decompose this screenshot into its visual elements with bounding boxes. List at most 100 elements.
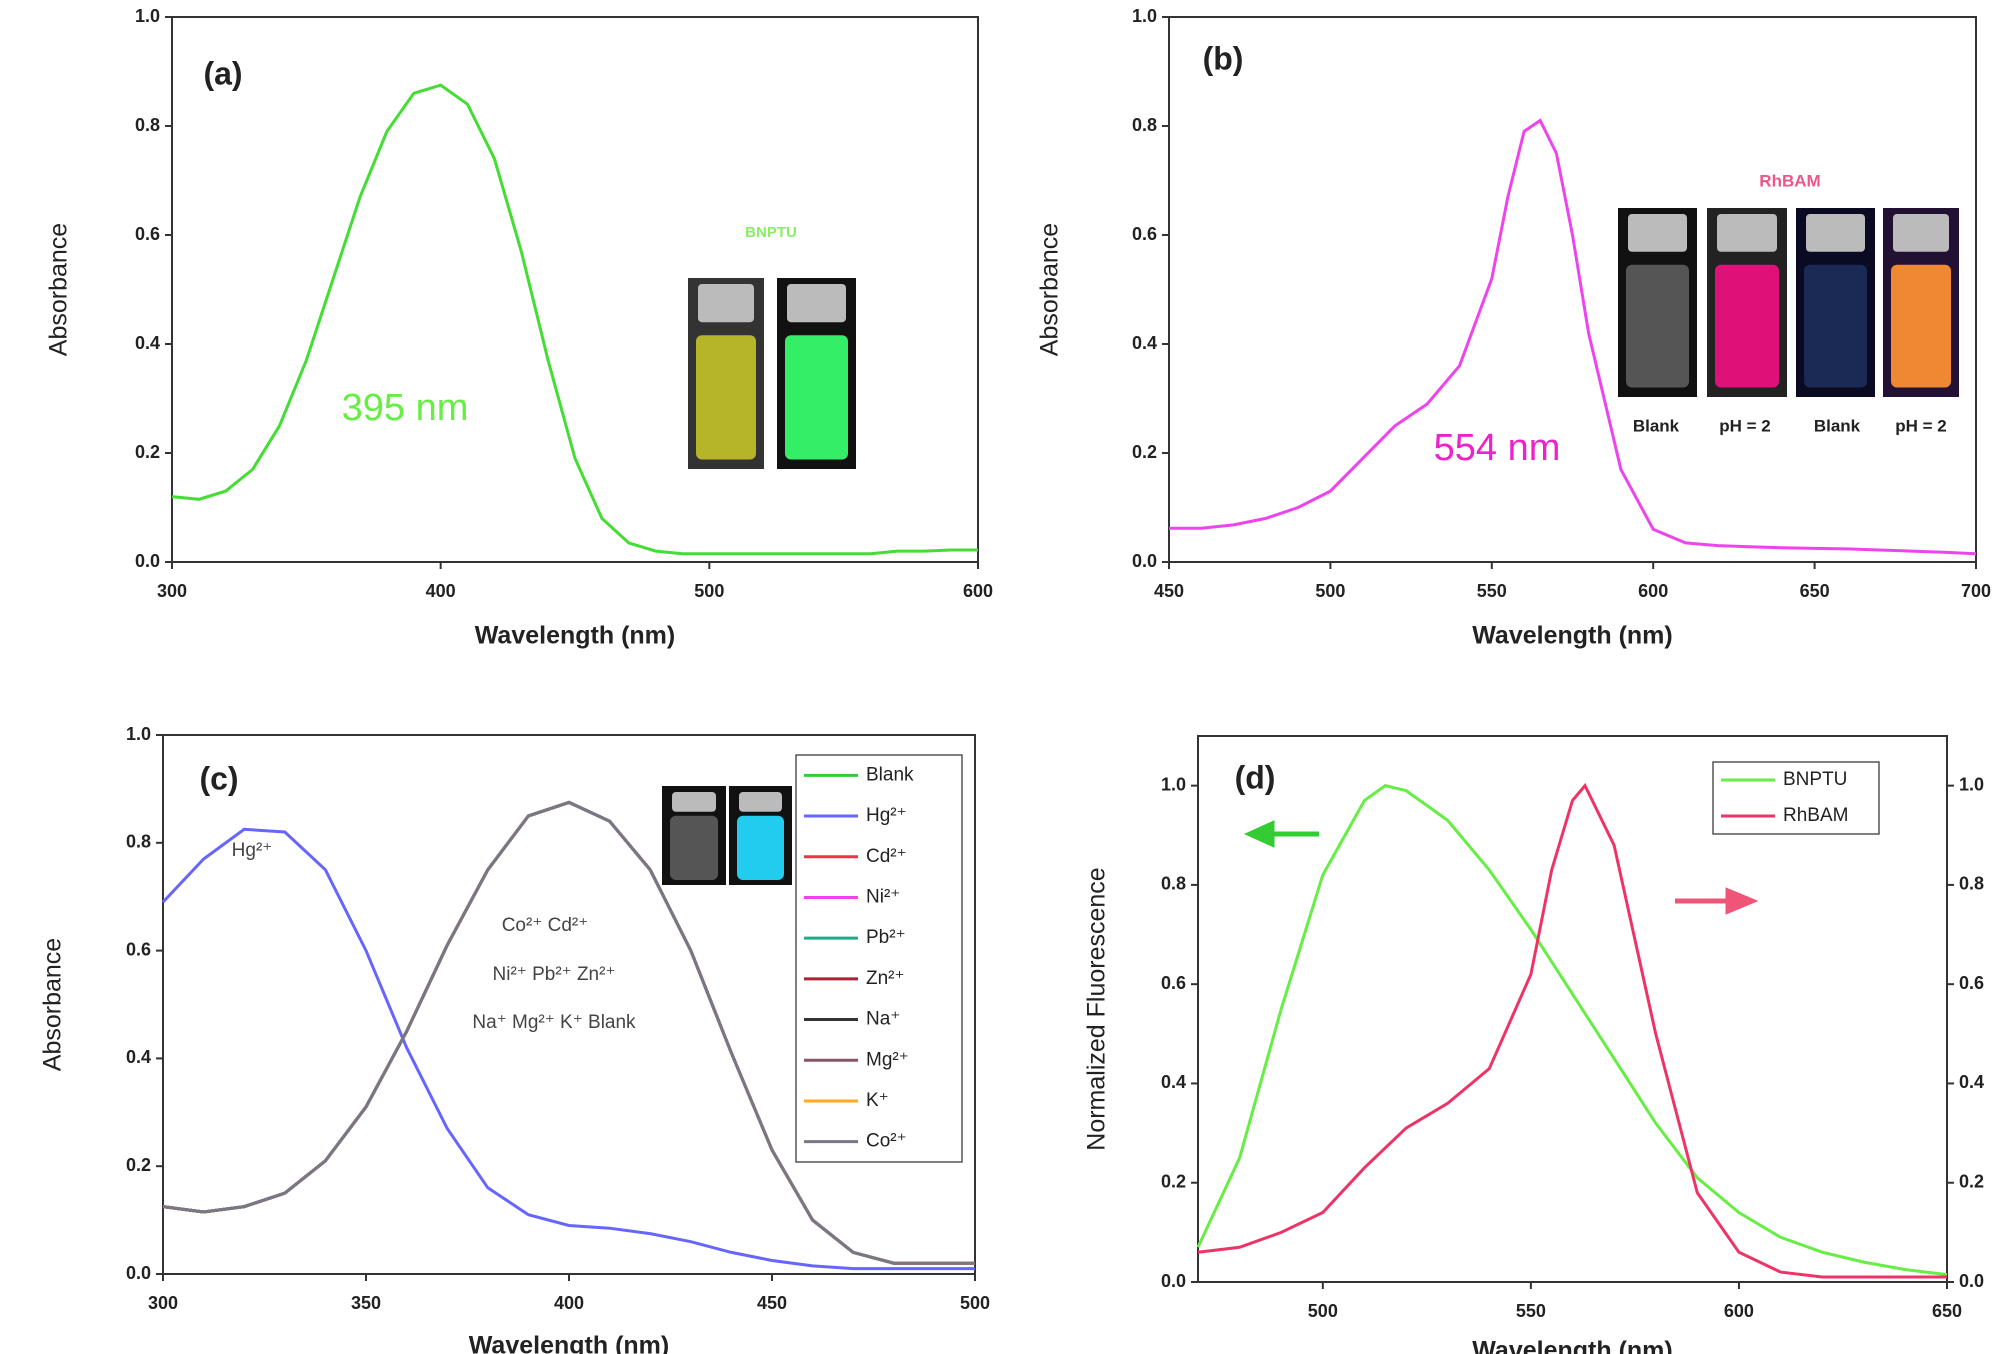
vial-cap (1628, 214, 1687, 252)
vial-liquid (1804, 265, 1867, 388)
y-tick-label: 0.6 (135, 224, 160, 244)
y-tick-label: 0.8 (1132, 115, 1157, 135)
y2-tick-label: 0.6 (1959, 973, 1984, 993)
legend-label: K⁺ (866, 1090, 889, 1111)
y-tick-label: 0.2 (135, 442, 160, 462)
y-tick-label: 0.4 (1132, 333, 1157, 353)
x-tick-label: 550 (1516, 1301, 1546, 1321)
x-tick-label: 500 (960, 1293, 990, 1313)
y-tick-label: 0.2 (126, 1155, 151, 1175)
annotation: (d) (1235, 759, 1276, 795)
y-tick-label: 0.2 (1161, 1171, 1186, 1191)
legend-label: Na⁺ (866, 1009, 900, 1030)
legend-label: Mg²⁺ (866, 1049, 909, 1070)
y-tick-label: 0.0 (135, 551, 160, 571)
annotation: BNPTU (745, 224, 797, 241)
x-axis-title: Wavelength (nm) (475, 622, 675, 650)
x-tick-label: 400 (426, 581, 456, 601)
x-tick-label: 500 (1315, 581, 1345, 601)
annotation: pH = 2 (1719, 416, 1771, 435)
legend-label: Ni²⁺ (866, 886, 900, 907)
annotation: (b) (1203, 40, 1244, 76)
annotation: Hg²⁺ (232, 840, 273, 861)
y-axis-title: Normalized Fluorescence (1083, 867, 1111, 1150)
y-tick-label: 0.8 (126, 832, 151, 852)
vial-cap (672, 792, 716, 812)
x-tick-label: 300 (157, 581, 187, 601)
legend-label: RhBAM (1783, 805, 1848, 826)
vial-cap (1806, 214, 1865, 252)
x-tick-label: 650 (1932, 1301, 1962, 1321)
vial-cap (1717, 214, 1777, 252)
annotation: (a) (203, 55, 242, 91)
vial-liquid (785, 335, 848, 459)
x-axis-title: Wavelength (nm) (1472, 1337, 1672, 1354)
vial-cap (1893, 214, 1949, 252)
legend-label: Hg²⁺ (866, 805, 907, 826)
legend-label: Co²⁺ (866, 1131, 907, 1152)
figure: 0.0 0.2 0.4 0.6 0.8 1.0 300 400 500 600 Wavelength… (0, 0, 1997, 1354)
vial-cap (787, 284, 846, 322)
x-tick-label: 550 (1477, 581, 1507, 601)
x-tick-label: 500 (694, 581, 724, 601)
x-tick-label: 300 (148, 1293, 178, 1313)
legend-label: Blank (866, 764, 914, 785)
annotation: Blank (1633, 416, 1680, 435)
annotation: Ni²⁺ Pb²⁺ Zn²⁺ (493, 964, 616, 985)
x-tick-label: 400 (554, 1293, 584, 1313)
y-tick-label: 0.2 (1132, 442, 1157, 462)
vial-liquid (670, 816, 718, 880)
x-axis-title: Wavelength (nm) (469, 1332, 669, 1354)
y-tick-label: 0.4 (1161, 1072, 1186, 1092)
x-tick-label: 600 (963, 581, 993, 601)
x-tick-label: 650 (1800, 581, 1830, 601)
y2-tick-label: 0.4 (1959, 1072, 1984, 1092)
vial-cap (698, 284, 754, 322)
vial-liquid (1891, 265, 1951, 388)
y-tick-label: 0.0 (126, 1263, 151, 1283)
y-axis-title: Absorbance (39, 938, 67, 1071)
x-tick-label: 600 (1638, 581, 1668, 601)
annotation: 554 nm (1434, 427, 1561, 469)
y-axis-title: Absorbance (1036, 223, 1064, 356)
x-tick-label: 600 (1724, 1301, 1754, 1321)
y-tick-label: 0.8 (135, 115, 160, 135)
legend-label: Zn²⁺ (866, 968, 905, 989)
annotation: Na⁺ Mg²⁺ K⁺ Blank (472, 1012, 636, 1033)
y-tick-label: 1.0 (126, 724, 151, 744)
legend-label: BNPTU (1783, 769, 1847, 790)
y-tick-label: 1.0 (1132, 6, 1157, 26)
y-tick-label: 1.0 (135, 6, 160, 26)
annotation: 395 nm (342, 387, 469, 429)
vial-liquid (1626, 265, 1689, 388)
x-tick-label: 700 (1961, 581, 1991, 601)
y-tick-label: 0.0 (1132, 551, 1157, 571)
vial-liquid (1715, 265, 1779, 388)
y-tick-label: 0.4 (135, 333, 160, 353)
y2-tick-label: 1.0 (1959, 774, 1984, 794)
legend-label: Cd²⁺ (866, 846, 907, 867)
x-axis-title: Wavelength (nm) (1472, 622, 1672, 650)
annotation: Blank (1814, 416, 1861, 435)
y-tick-label: 0.4 (126, 1047, 151, 1067)
y-tick-label: 0.6 (1161, 973, 1186, 993)
x-tick-label: 450 (1154, 581, 1184, 601)
y-tick-label: 0.6 (1132, 224, 1157, 244)
vial-liquid (737, 816, 784, 880)
vial-liquid (696, 335, 756, 459)
x-tick-label: 500 (1308, 1301, 1338, 1321)
y2-tick-label: 0.8 (1959, 874, 1984, 894)
y-axis-title: Absorbance (45, 223, 73, 356)
background (0, 0, 1997, 1354)
y-tick-label: 0.8 (1161, 874, 1186, 894)
vial-cap (739, 792, 782, 812)
y2-tick-label: 0.0 (1959, 1271, 1984, 1291)
y-tick-label: 0.0 (1161, 1271, 1186, 1291)
y-tick-label: 1.0 (1161, 774, 1186, 794)
x-tick-label: 450 (757, 1293, 787, 1313)
annotation: RhBAM (1759, 171, 1820, 190)
annotation: (c) (199, 760, 238, 796)
y2-tick-label: 0.2 (1959, 1171, 1984, 1191)
y-tick-label: 0.6 (126, 939, 151, 959)
page: {"chart_data": [ {"type": "line", "xlabe… (0, 0, 1997, 1354)
